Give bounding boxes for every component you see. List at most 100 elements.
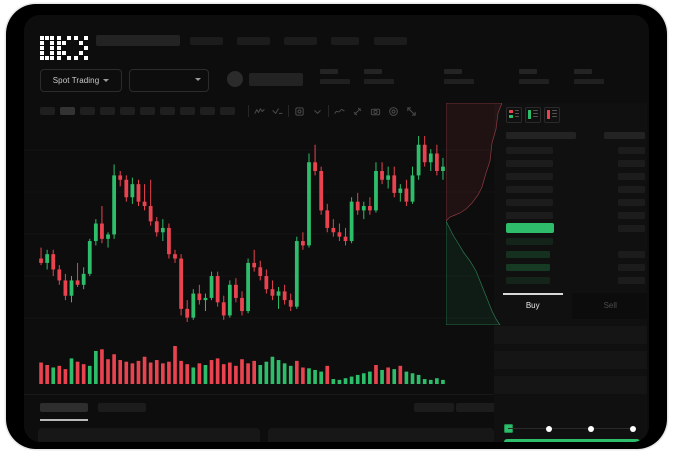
volume-bar <box>428 379 433 384</box>
market-type-selector[interactable]: Spot Trading <box>40 69 122 92</box>
tab-buy[interactable]: Buy <box>525 301 540 310</box>
stat-block-1 <box>320 69 350 84</box>
candlestick-chart[interactable] <box>24 122 494 332</box>
candle-body <box>288 300 293 307</box>
submit-buy-button[interactable] <box>504 439 640 442</box>
order-form-field-3[interactable] <box>494 376 649 394</box>
candle-body <box>227 284 232 316</box>
volume-bar <box>167 361 171 384</box>
volume-bar <box>325 365 330 384</box>
logo-pixel <box>79 56 83 60</box>
indicator-icon[interactable] <box>254 106 265 117</box>
bottom-action-2[interactable] <box>456 403 496 412</box>
logo-pixel <box>74 46 78 50</box>
volume-bar <box>221 364 226 384</box>
candle-body <box>81 273 86 285</box>
logo-pixel <box>40 46 44 50</box>
camera-icon[interactable] <box>370 106 381 117</box>
header-search-input[interactable] <box>96 35 180 46</box>
orders-card-right <box>268 428 494 442</box>
orderbook-bid-row[interactable] <box>506 251 550 258</box>
line-chart-icon[interactable] <box>334 106 345 117</box>
candle-body <box>136 184 141 202</box>
timeframe-button-4[interactable] <box>120 107 135 115</box>
timeframe-button-0[interactable] <box>40 107 55 115</box>
orderbook-ask-size <box>618 212 645 219</box>
volume-bar <box>282 363 287 384</box>
timeframe-button-8[interactable] <box>200 107 215 115</box>
timeframe-button-6[interactable] <box>160 107 175 115</box>
orderbook-header-left <box>506 132 576 139</box>
volume-bar <box>313 369 317 384</box>
orderbook-bid-row[interactable] <box>506 277 550 284</box>
orderbook-view-asks-icon[interactable] <box>544 107 560 123</box>
candle-body <box>148 206 153 222</box>
nav-item-5[interactable] <box>374 37 407 45</box>
candle-body <box>313 162 317 172</box>
compare-icon[interactable] <box>272 106 283 117</box>
magnet-icon[interactable] <box>352 106 363 117</box>
timeframe-button-5[interactable] <box>140 107 155 115</box>
fullscreen-icon[interactable] <box>406 106 417 117</box>
candle-body <box>282 291 287 301</box>
tab-sell[interactable]: Sell <box>571 293 649 319</box>
chevron-down-icon <box>195 78 201 81</box>
trading-pair-select[interactable] <box>129 69 209 92</box>
bottom-tab-order-history[interactable] <box>98 403 146 412</box>
bottom-tab-open-orders[interactable] <box>40 403 88 412</box>
nav-item-3[interactable] <box>284 37 317 45</box>
orderbook-ask-row[interactable] <box>506 186 553 193</box>
bottom-action-1[interactable] <box>414 403 454 412</box>
volume-bar <box>441 379 445 384</box>
volume-bar <box>75 361 80 384</box>
volume-bar <box>252 360 256 384</box>
volume-bar <box>197 363 202 384</box>
orderbook-spread-highlight[interactable] <box>506 223 554 233</box>
logo-pixel <box>45 46 49 50</box>
orderbook-ask-row[interactable] <box>506 212 553 219</box>
logo-pixel <box>40 51 44 55</box>
okx-logo[interactable] <box>40 36 88 60</box>
nav-item-2[interactable] <box>237 37 270 45</box>
timeframe-button-2[interactable] <box>80 107 95 115</box>
panel-scroll-edge[interactable] <box>647 103 649 442</box>
logo-pixel <box>74 56 78 60</box>
nav-item-1[interactable] <box>190 37 223 45</box>
logo-pixel <box>57 36 61 40</box>
candle-body <box>276 291 281 296</box>
candle-body <box>87 241 92 274</box>
orderbook-view-both-icon[interactable] <box>506 107 522 123</box>
timeframe-button-9[interactable] <box>220 107 235 115</box>
logo-pixel <box>50 51 54 55</box>
slider-node-2[interactable] <box>588 425 594 432</box>
nav-item-4[interactable] <box>331 37 359 45</box>
orderbook-ask-row[interactable] <box>506 147 553 154</box>
candle-body <box>142 201 147 207</box>
stat-label <box>444 69 462 74</box>
settings-chevron-icon[interactable] <box>312 106 323 117</box>
target-icon[interactable] <box>388 106 399 117</box>
slider-node-3[interactable] <box>630 425 636 432</box>
orderbook-ask-row[interactable] <box>506 173 553 180</box>
orders-panel <box>24 394 496 442</box>
order-amount-slider[interactable] <box>504 424 640 433</box>
logo-pixel <box>40 36 44 40</box>
volume-bar <box>57 365 62 384</box>
timeframe-button-7[interactable] <box>180 107 195 115</box>
timeframe-button-1[interactable] <box>60 107 75 115</box>
template-icon[interactable] <box>294 106 305 117</box>
order-form-field-2[interactable] <box>494 351 649 369</box>
okx-logo-glyph-1 <box>57 36 71 60</box>
chart-toolbar <box>24 103 494 122</box>
orderbook-ask-row[interactable] <box>506 160 553 167</box>
volume-bar <box>191 367 196 384</box>
candle-body <box>337 232 342 237</box>
timeframe-button-3[interactable] <box>100 107 115 115</box>
order-form-field-1[interactable] <box>494 326 649 344</box>
orderbook-ask-row[interactable] <box>506 199 553 206</box>
slider-node-1[interactable] <box>546 425 552 432</box>
orderbook-bid-row[interactable] <box>506 238 553 245</box>
orderbook-view-bids-icon[interactable] <box>525 107 541 123</box>
volume-bar <box>361 373 366 384</box>
orderbook-bid-row[interactable] <box>506 264 550 271</box>
